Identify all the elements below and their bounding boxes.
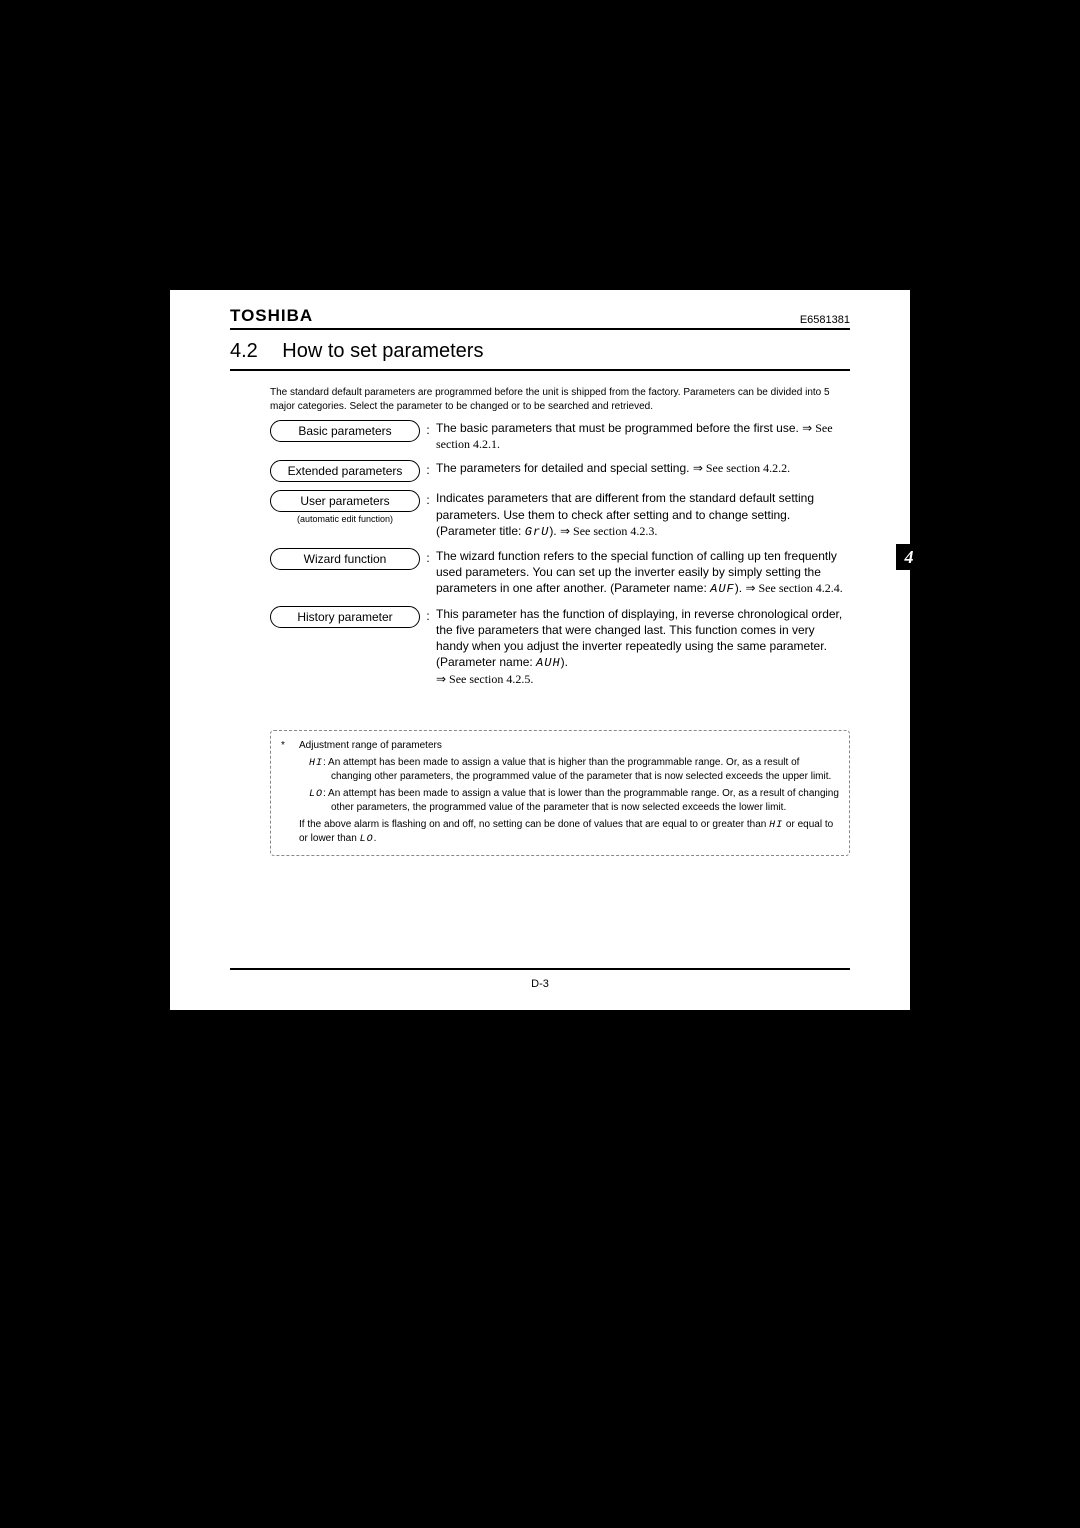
document-page: TOSHIBA E6581381 4.2 How to set paramete… (170, 290, 910, 1010)
section-heading: 4.2 How to set parameters (230, 340, 850, 371)
category-row: Wizard function : The wizard function re… (270, 548, 850, 598)
parameter-categories: Basic parameters : The basic parameters … (270, 420, 850, 695)
category-description: The parameters for detailed and special … (436, 460, 850, 476)
category-description: Indicates parameters that are different … (436, 490, 850, 540)
note-heading: Adjustment range of parameters (299, 739, 839, 753)
page-header: TOSHIBA E6581381 (230, 306, 850, 330)
footer-rule (230, 968, 850, 970)
note-wrap: If the above alarm is flashing on and of… (299, 818, 839, 847)
chapter-tab: 4 (896, 544, 922, 570)
section-title: How to set parameters (282, 340, 483, 363)
page-number: D-3 (170, 978, 910, 990)
category-label: Wizard function (270, 548, 420, 570)
adjustment-range-note: * Adjustment range of parameters HI: An … (270, 730, 850, 856)
category-label: History parameter (270, 606, 420, 628)
category-row: Basic parameters : The basic parameters … (270, 420, 850, 452)
category-label: User parameters (270, 490, 420, 512)
asterisk-icon: * (281, 739, 285, 753)
category-subnote: (automatic edit function) (270, 514, 420, 524)
note-item-hi: HI: An attempt has been made to assign a… (309, 756, 839, 784)
category-row: User parameters (automatic edit function… (270, 490, 850, 540)
note-item-lo: LO: An attempt has been made to assign a… (309, 787, 839, 815)
colon: : (420, 606, 436, 623)
brand-logo: TOSHIBA (230, 306, 313, 326)
category-description: The basic parameters that must be progra… (436, 420, 850, 452)
category-description: This parameter has the function of displ… (436, 606, 850, 688)
category-description: The wizard function refers to the specia… (436, 548, 850, 598)
colon: : (420, 490, 436, 507)
intro-paragraph: The standard default parameters are prog… (270, 386, 850, 413)
colon: : (420, 420, 436, 437)
category-row: Extended parameters : The parameters for… (270, 460, 850, 482)
document-id: E6581381 (800, 314, 850, 326)
category-label: Extended parameters (270, 460, 420, 482)
category-label: Basic parameters (270, 420, 420, 442)
section-number: 4.2 (230, 340, 258, 363)
colon: : (420, 460, 436, 477)
category-row: History parameter : This parameter has t… (270, 606, 850, 688)
colon: : (420, 548, 436, 565)
